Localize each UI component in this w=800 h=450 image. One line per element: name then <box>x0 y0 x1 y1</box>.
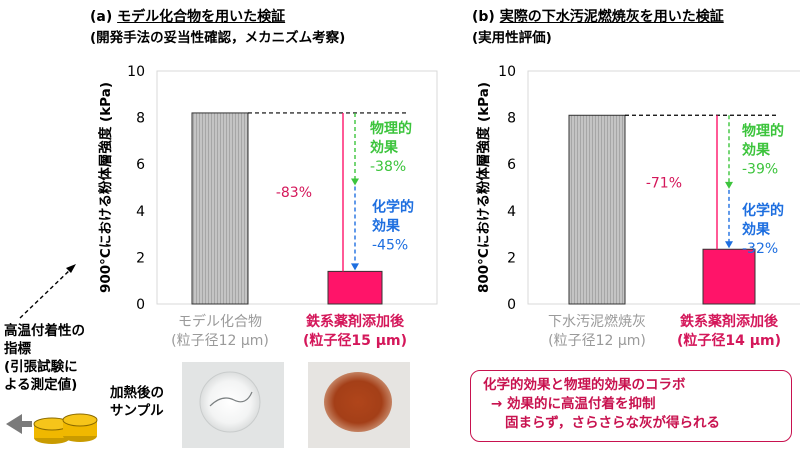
bar-original <box>191 112 249 305</box>
physical-effect-arrowhead <box>725 181 733 189</box>
y-tick-label: 10 <box>127 64 145 80</box>
chemical-effect-arrowhead <box>351 263 359 271</box>
sample-label-line2: サンプル <box>110 403 164 419</box>
physical-effect-label: 効果 <box>742 141 771 158</box>
y-tick-label: 2 <box>136 250 145 266</box>
y-tick-label: 0 <box>507 297 516 313</box>
chemical-effect-label: 効果 <box>372 217 401 234</box>
side-note-line2: 指標 <box>4 341 31 357</box>
sample-photo-additive <box>308 362 410 448</box>
chart-left: 0 2 4 6 8 10 900°Cにおける粉体層強度 (kPa) -83% 物理的効果 -38%… <box>97 64 438 349</box>
sample-label-line1: 加熱後の <box>110 385 164 401</box>
sample-photo-model <box>182 362 284 448</box>
y-tick-label: 6 <box>507 157 516 173</box>
side-note-line1: 高温付着性の <box>4 323 85 339</box>
category-label: 鉄系薬剤添加後 <box>306 313 405 330</box>
category-label: (粒子径15 μm) <box>303 332 407 349</box>
right-header-sub: (実用性評価) <box>472 30 552 46</box>
sample-label: 加熱後の サンプル <box>110 384 164 420</box>
y-tick-label: 4 <box>507 204 516 220</box>
chemical-effect-label: 化学的 <box>372 198 414 215</box>
side-note-line4: よる測定値) <box>4 377 78 393</box>
side-note-arrowhead <box>66 264 76 273</box>
conclusion-line2-row: → 効果的に高温付着を抑制 <box>491 395 791 414</box>
chemical-effect-label: -45% <box>372 237 408 253</box>
y-tick-label: 8 <box>507 111 516 127</box>
y-tick-label: 8 <box>136 111 145 127</box>
right-header-title: 実際の下水汚泥燃焼灰を用いた検証 <box>499 9 724 25</box>
category-label: (粒子径12 μm) <box>548 333 646 349</box>
category-label: モデル化合物 <box>178 313 262 330</box>
y-axis-label: 800°Cにおける粉体層強度 (kPa) <box>475 82 492 293</box>
category-label: 下水汚泥燃焼灰 <box>548 313 646 330</box>
physical-effect-label: 物理的 <box>742 122 784 139</box>
plot-frame <box>156 70 438 305</box>
y-tick-label: 2 <box>507 250 516 266</box>
chart-right: 0 2 4 6 8 10 800°Cにおける粉体層強度 (kPa) -71% 物理的効果 -39%… <box>475 64 800 349</box>
side-note: 高温付着性の 指標 (引張試験に よる測定値) <box>4 322 85 394</box>
y-tick-label: 4 <box>136 204 145 220</box>
side-note-arrow <box>19 267 73 319</box>
conclusion-box: 化学的効果と物理的効果のコラボ → 効果的に高温付着を抑制 固まらず，さらさらな… <box>470 370 792 442</box>
conclusion-line3: 固まらず，さらさらな灰が得られる <box>505 415 721 431</box>
conclusion-arrow: → <box>491 396 503 412</box>
right-header: (b) 実際の下水汚泥燃焼灰を用いた検証 <box>472 6 724 26</box>
y-tick-label: 6 <box>136 157 145 173</box>
right-header-prefix: (b) <box>472 9 495 25</box>
total-reduction-label: -71% <box>646 175 682 191</box>
physical-effect-label: 物理的 <box>370 120 412 137</box>
conclusion-line1: 化学的効果と物理的効果のコラボ <box>483 377 686 393</box>
left-header: (a) モデル化合物を用いた検証 <box>90 6 285 26</box>
chemical-effect-label: -32% <box>742 241 778 257</box>
physical-effect-label: 効果 <box>370 139 399 156</box>
physical-effect-arrowhead <box>351 178 359 186</box>
left-header-prefix: (a) <box>90 9 113 25</box>
physical-effect-label: -38% <box>370 159 406 175</box>
chemical-effect-arrowhead <box>725 241 733 249</box>
total-reduction-label: -83% <box>276 185 312 201</box>
category-label: (粒子径12 μm) <box>171 333 269 349</box>
plot-frame <box>527 70 800 305</box>
conclusion-line2: 効果的に高温付着を抑制 <box>507 396 656 412</box>
category-label: 鉄系薬剤添加後 <box>680 313 779 330</box>
category-label: (粒子径14 μm) <box>677 332 781 349</box>
side-note-line3: (引張試験に <box>4 359 78 375</box>
y-axis-label: 900°Cにおける粉体層強度 (kPa) <box>97 82 114 293</box>
y-tick-label: 10 <box>498 64 516 80</box>
broken-sample-icon <box>6 413 98 444</box>
bar-original <box>568 114 626 305</box>
left-header-title: モデル化合物を用いた検証 <box>117 9 286 25</box>
chemical-effect-label: 効果 <box>742 221 771 238</box>
chemical-effect-label: 化学的 <box>742 202 784 219</box>
y-tick-label: 0 <box>136 297 145 313</box>
left-header-sub: (開発手法の妥当性確認，メカニズム考察) <box>90 30 346 46</box>
physical-effect-label: -39% <box>742 161 778 177</box>
bar-additive <box>702 248 756 305</box>
bar-additive <box>327 270 383 305</box>
